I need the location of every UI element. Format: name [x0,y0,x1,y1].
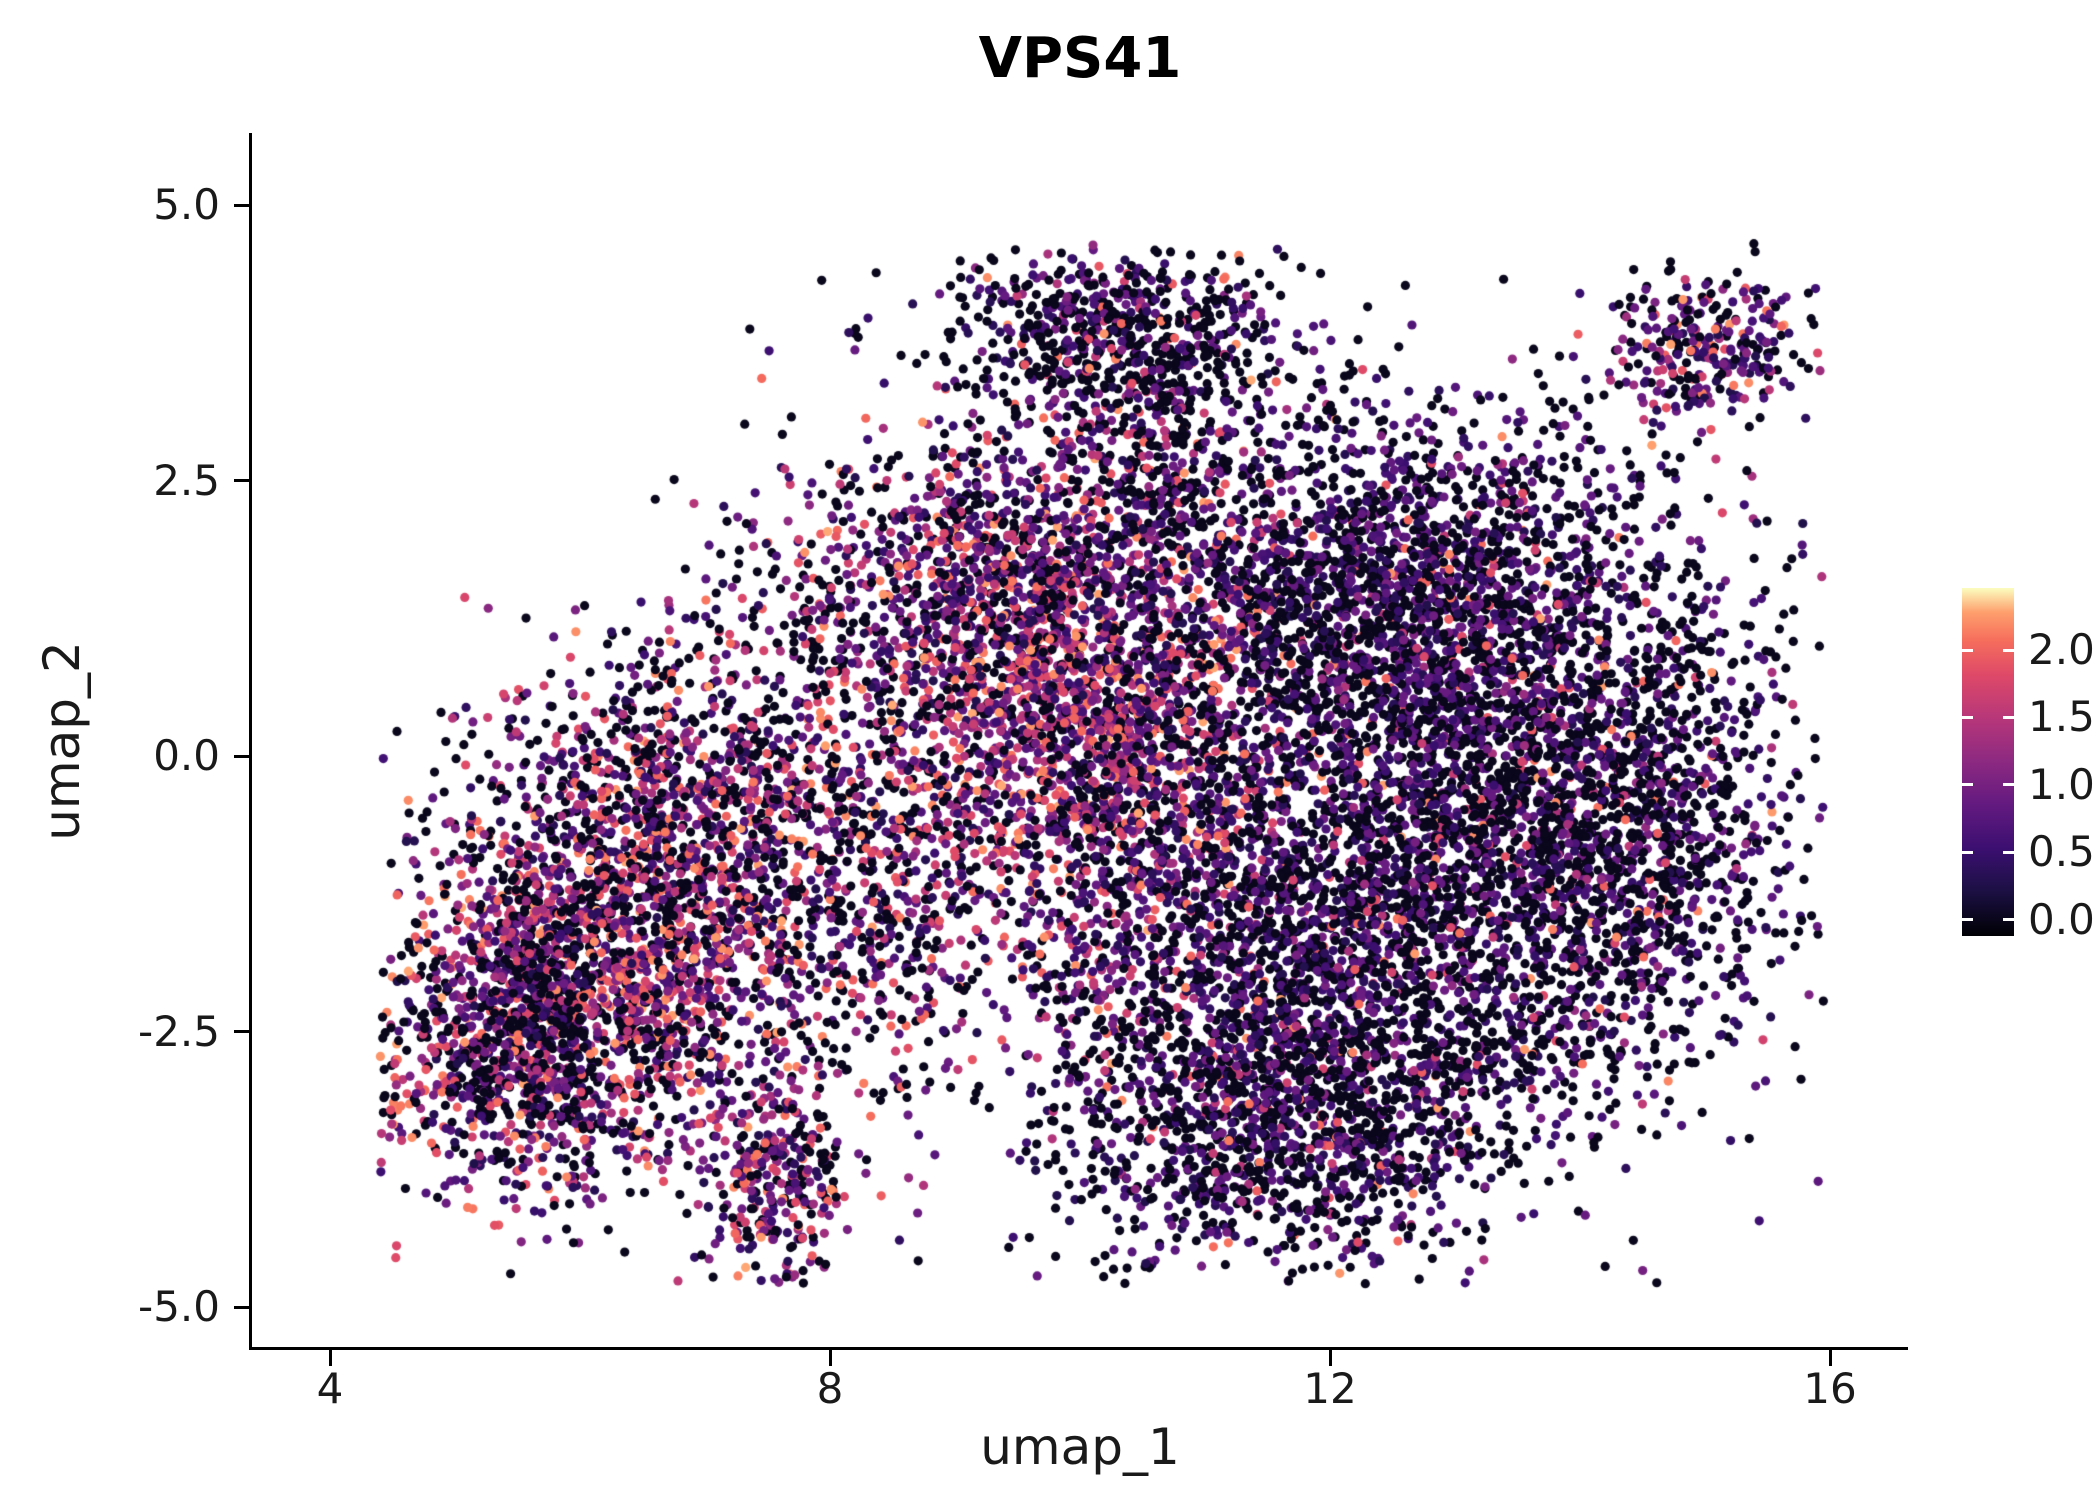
colorbar-tick-label: 0.0 [2028,894,2095,944]
y-tick-label: 2.5 [153,456,220,505]
x-tick-label: 4 [316,1364,344,1413]
colorbar-tick-mark [2003,850,2014,854]
colorbar-gradient [1962,588,2014,936]
x-tick-label: 12 [1303,1364,1357,1413]
y-tick-mark [234,204,250,207]
y-tick-mark [234,1306,250,1309]
colorbar-tick-mark [2003,715,2014,719]
y-tick-mark [234,755,250,758]
colorbar-tick-mark [1962,918,1973,922]
colorbar-tick-mark [1962,783,1973,787]
x-tick-mark [1829,1350,1832,1366]
x-tick-label: 8 [816,1364,844,1413]
x-tick-mark [1329,1350,1332,1366]
colorbar-tick-label: 2.0 [2028,625,2095,675]
colorbar-tick-mark [1962,715,1973,719]
x-tick-mark [829,1350,832,1366]
y-tick-label: 0.0 [153,731,220,780]
x-tick-label: 16 [1803,1364,1857,1413]
colorbar-tick-mark [2003,648,2014,652]
y-axis-title: umap_2 [33,641,91,841]
colorbar-tick-label: 1.0 [2028,759,2095,809]
x-tick-mark [329,1350,332,1366]
umap-scatter-canvas [252,135,1908,1347]
y-tick-mark [234,479,250,482]
colorbar-tick-label: 0.5 [2028,827,2095,877]
y-tick-label: -2.5 [138,1007,220,1056]
colorbar-tick-mark [1962,648,1973,652]
y-axis-line [249,133,252,1350]
y-tick-label: 5.0 [153,180,220,229]
colorbar-tick-mark [1962,850,1973,854]
colorbar-tick-label: 1.5 [2028,692,2095,742]
y-tick-label: -5.0 [138,1282,220,1331]
chart-title: VPS41 [978,26,1182,91]
colorbar-tick-mark [2003,918,2014,922]
colorbar-tick-mark [2003,783,2014,787]
y-tick-mark [234,1030,250,1033]
x-axis-title: umap_1 [980,1418,1180,1476]
expression-colorbar: 2.0 1.5 1.0 0.5 0.0 [1962,588,2095,943]
x-axis-line [249,1347,1908,1350]
